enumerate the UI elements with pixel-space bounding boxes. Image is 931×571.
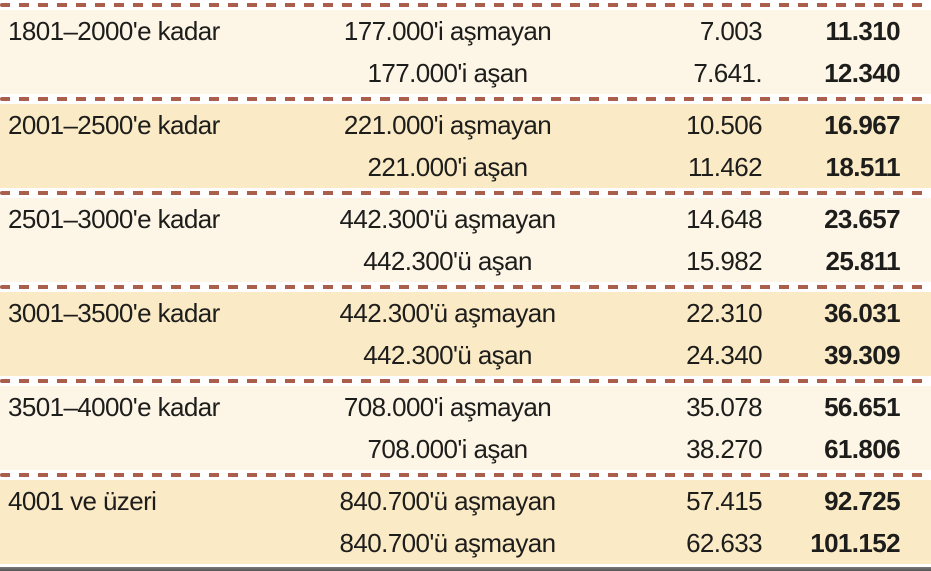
range-cell: 1801–2000'e kadar bbox=[8, 16, 220, 46]
dashed-separator bbox=[0, 376, 931, 386]
table-row: 2001–2500'e kadar 221.000'i aşmayan 10.5… bbox=[0, 104, 931, 146]
total-cell: 18.511 bbox=[825, 152, 901, 182]
table-group: 3001–3500'e kadar 442.300'ü aşmayan 22.3… bbox=[0, 292, 931, 376]
threshold-cell: 442.300'ü aşan bbox=[363, 340, 532, 370]
table-row: 3501–4000'e kadar 708.000'i aşmayan 35.0… bbox=[0, 386, 931, 428]
value-cell: 38.270 bbox=[686, 434, 763, 464]
dashed-separator bbox=[0, 282, 931, 292]
total-cell: 25.811 bbox=[825, 246, 901, 276]
threshold-cell: 708.000'i aşmayan bbox=[343, 392, 552, 422]
range-cell: 3501–4000'e kadar bbox=[8, 392, 220, 422]
total-cell: 56.651 bbox=[824, 392, 901, 422]
threshold-cell: 840.700'ü aşmayan bbox=[339, 486, 557, 516]
value-cell: 24.340 bbox=[686, 340, 763, 370]
value-cell: 22.310 bbox=[686, 298, 763, 328]
table-row: 177.000'i aşan 7.641. 12.340 bbox=[0, 52, 931, 94]
bottom-edge-bar bbox=[0, 567, 931, 571]
total-cell: 11.310 bbox=[825, 16, 901, 46]
table-group: 4001 ve üzeri 840.700'ü aşmayan 57.415 9… bbox=[0, 480, 931, 564]
table-row: 442.300'ü aşan 15.982 25.811 bbox=[0, 240, 931, 282]
table-group: 3501–4000'e kadar 708.000'i aşmayan 35.0… bbox=[0, 386, 931, 470]
total-cell: 23.657 bbox=[824, 204, 901, 234]
value-cell: 35.078 bbox=[686, 392, 763, 422]
range-cell: 2501–3000'e kadar bbox=[8, 204, 220, 234]
range-cell: 3001–3500'e kadar bbox=[8, 298, 220, 328]
value-cell: 15.982 bbox=[686, 246, 763, 276]
range-cell: 4001 ve üzeri bbox=[8, 486, 157, 516]
threshold-cell: 708.000'i aşan bbox=[367, 434, 529, 464]
table-row: 221.000'i aşan 11.462 18.511 bbox=[0, 146, 931, 188]
table-row: 840.700'ü aşmayan 62.633 101.152 bbox=[0, 522, 931, 564]
threshold-cell: 840.700'ü aşmayan bbox=[339, 528, 557, 558]
table-row: 442.300'ü aşan 24.340 39.309 bbox=[0, 334, 931, 376]
value-cell: 10.506 bbox=[686, 110, 763, 140]
value-cell: 14.648 bbox=[686, 204, 763, 234]
threshold-cell: 221.000'i aşmayan bbox=[343, 110, 552, 140]
total-cell: 16.967 bbox=[824, 110, 901, 140]
value-cell: 7.003 bbox=[699, 16, 763, 46]
value-cell: 62.633 bbox=[686, 528, 763, 558]
value-cell: 7.641. bbox=[693, 58, 762, 88]
threshold-cell: 442.300'ü aşan bbox=[363, 246, 532, 276]
table-row: 1801–2000'e kadar 177.000'i aşmayan 7.00… bbox=[0, 10, 931, 52]
dashed-separator bbox=[0, 94, 931, 104]
value-cell: 57.415 bbox=[686, 486, 763, 516]
threshold-cell: 177.000'i aşan bbox=[367, 58, 529, 88]
table-row: 4001 ve üzeri 840.700'ü aşmayan 57.415 9… bbox=[0, 480, 931, 522]
value-cell: 11.462 bbox=[688, 152, 763, 182]
dashed-separator bbox=[0, 0, 931, 10]
total-cell: 101.152 bbox=[810, 528, 900, 558]
threshold-cell: 442.300'ü aşmayan bbox=[339, 298, 557, 328]
bottom-gap bbox=[0, 564, 931, 567]
total-cell: 12.340 bbox=[824, 58, 901, 88]
dashed-separator bbox=[0, 188, 931, 198]
table-row: 708.000'i aşan 38.270 61.806 bbox=[0, 428, 931, 470]
total-cell: 36.031 bbox=[824, 298, 901, 328]
threshold-cell: 221.000'i aşan bbox=[367, 152, 529, 182]
table-row: 2501–3000'e kadar 442.300'ü aşmayan 14.6… bbox=[0, 198, 931, 240]
threshold-cell: 442.300'ü aşmayan bbox=[339, 204, 557, 234]
dashed-separator bbox=[0, 470, 931, 480]
table-group: 1801–2000'e kadar 177.000'i aşmayan 7.00… bbox=[0, 10, 931, 94]
total-cell: 61.806 bbox=[824, 434, 901, 464]
threshold-cell: 177.000'i aşmayan bbox=[343, 16, 552, 46]
table-row: 3001–3500'e kadar 442.300'ü aşmayan 22.3… bbox=[0, 292, 931, 334]
range-cell: 2001–2500'e kadar bbox=[8, 110, 220, 140]
total-cell: 92.725 bbox=[824, 486, 901, 516]
total-cell: 39.309 bbox=[824, 340, 901, 370]
table-group: 2001–2500'e kadar 221.000'i aşmayan 10.5… bbox=[0, 104, 931, 188]
table-group: 2501–3000'e kadar 442.300'ü aşmayan 14.6… bbox=[0, 198, 931, 282]
